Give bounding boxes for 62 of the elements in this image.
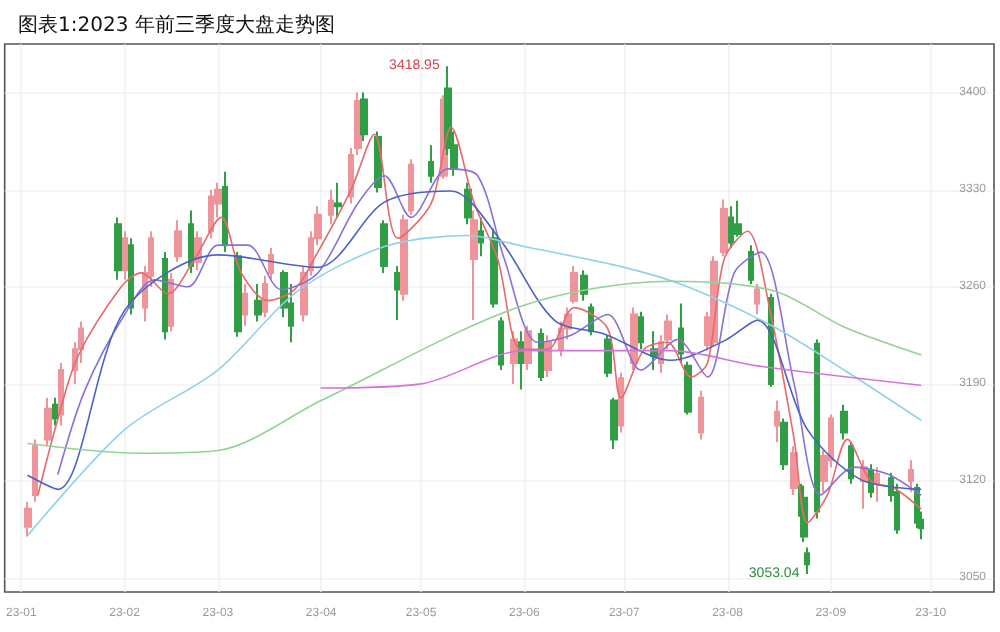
candlestick — [538, 327, 544, 383]
candlestick — [848, 441, 854, 485]
line-series — [27, 280, 922, 455]
candlestick — [774, 399, 780, 444]
candlestick — [814, 338, 820, 520]
candlestick — [638, 310, 644, 351]
candlestick — [498, 316, 504, 372]
candlestick — [122, 230, 128, 281]
candlestick — [754, 283, 760, 316]
candlestick — [408, 158, 414, 216]
candlestick — [580, 269, 588, 302]
candlestick — [790, 445, 798, 496]
line-series — [27, 234, 922, 536]
candlestick — [728, 205, 734, 249]
candlestick — [32, 438, 38, 503]
candlestick — [222, 170, 228, 254]
line-series — [320, 349, 922, 389]
candlestick — [52, 396, 58, 427]
candlestick — [208, 188, 214, 240]
candlestick — [604, 334, 612, 378]
candlestick — [470, 209, 478, 322]
candlestick — [464, 181, 472, 226]
candlestick — [630, 306, 638, 372]
candlestick — [478, 216, 484, 258]
candlestick — [684, 360, 692, 416]
candlestick — [874, 466, 880, 503]
candlestick — [734, 199, 742, 238]
candlestick — [544, 334, 552, 378]
candlestick — [780, 417, 788, 471]
candlestick — [490, 227, 498, 309]
candlestick — [168, 271, 174, 333]
candlestick — [720, 198, 728, 258]
candlestick — [678, 302, 684, 365]
candlestick — [234, 251, 242, 338]
chart-title: 图表1:2023 年前三季度大盘走势图 — [18, 13, 335, 37]
candlestick — [114, 216, 122, 281]
candlestick — [174, 219, 182, 263]
candlestick — [380, 219, 388, 274]
candlestick — [188, 209, 194, 274]
candlestick — [428, 144, 434, 184]
candlestick — [804, 546, 810, 575]
candlestick — [328, 188, 334, 226]
candlestick — [618, 371, 624, 434]
candlestick — [840, 403, 848, 441]
candlestick — [570, 264, 578, 305]
candlestick — [254, 283, 262, 323]
candlestick — [610, 396, 618, 451]
candlestick — [360, 91, 368, 143]
candlestick — [394, 264, 402, 322]
candlestick — [334, 181, 342, 219]
candlestick — [650, 330, 658, 372]
candlestick — [698, 389, 704, 441]
candlestick — [162, 251, 168, 341]
candlestick — [262, 274, 268, 319]
candlestick — [128, 237, 134, 316]
candlestick — [908, 459, 914, 494]
candlestick — [44, 396, 52, 448]
candlestick — [24, 500, 32, 538]
candlestick — [242, 283, 248, 327]
candlestick — [400, 213, 408, 302]
candlestick — [748, 244, 754, 286]
candlestick — [268, 246, 274, 281]
